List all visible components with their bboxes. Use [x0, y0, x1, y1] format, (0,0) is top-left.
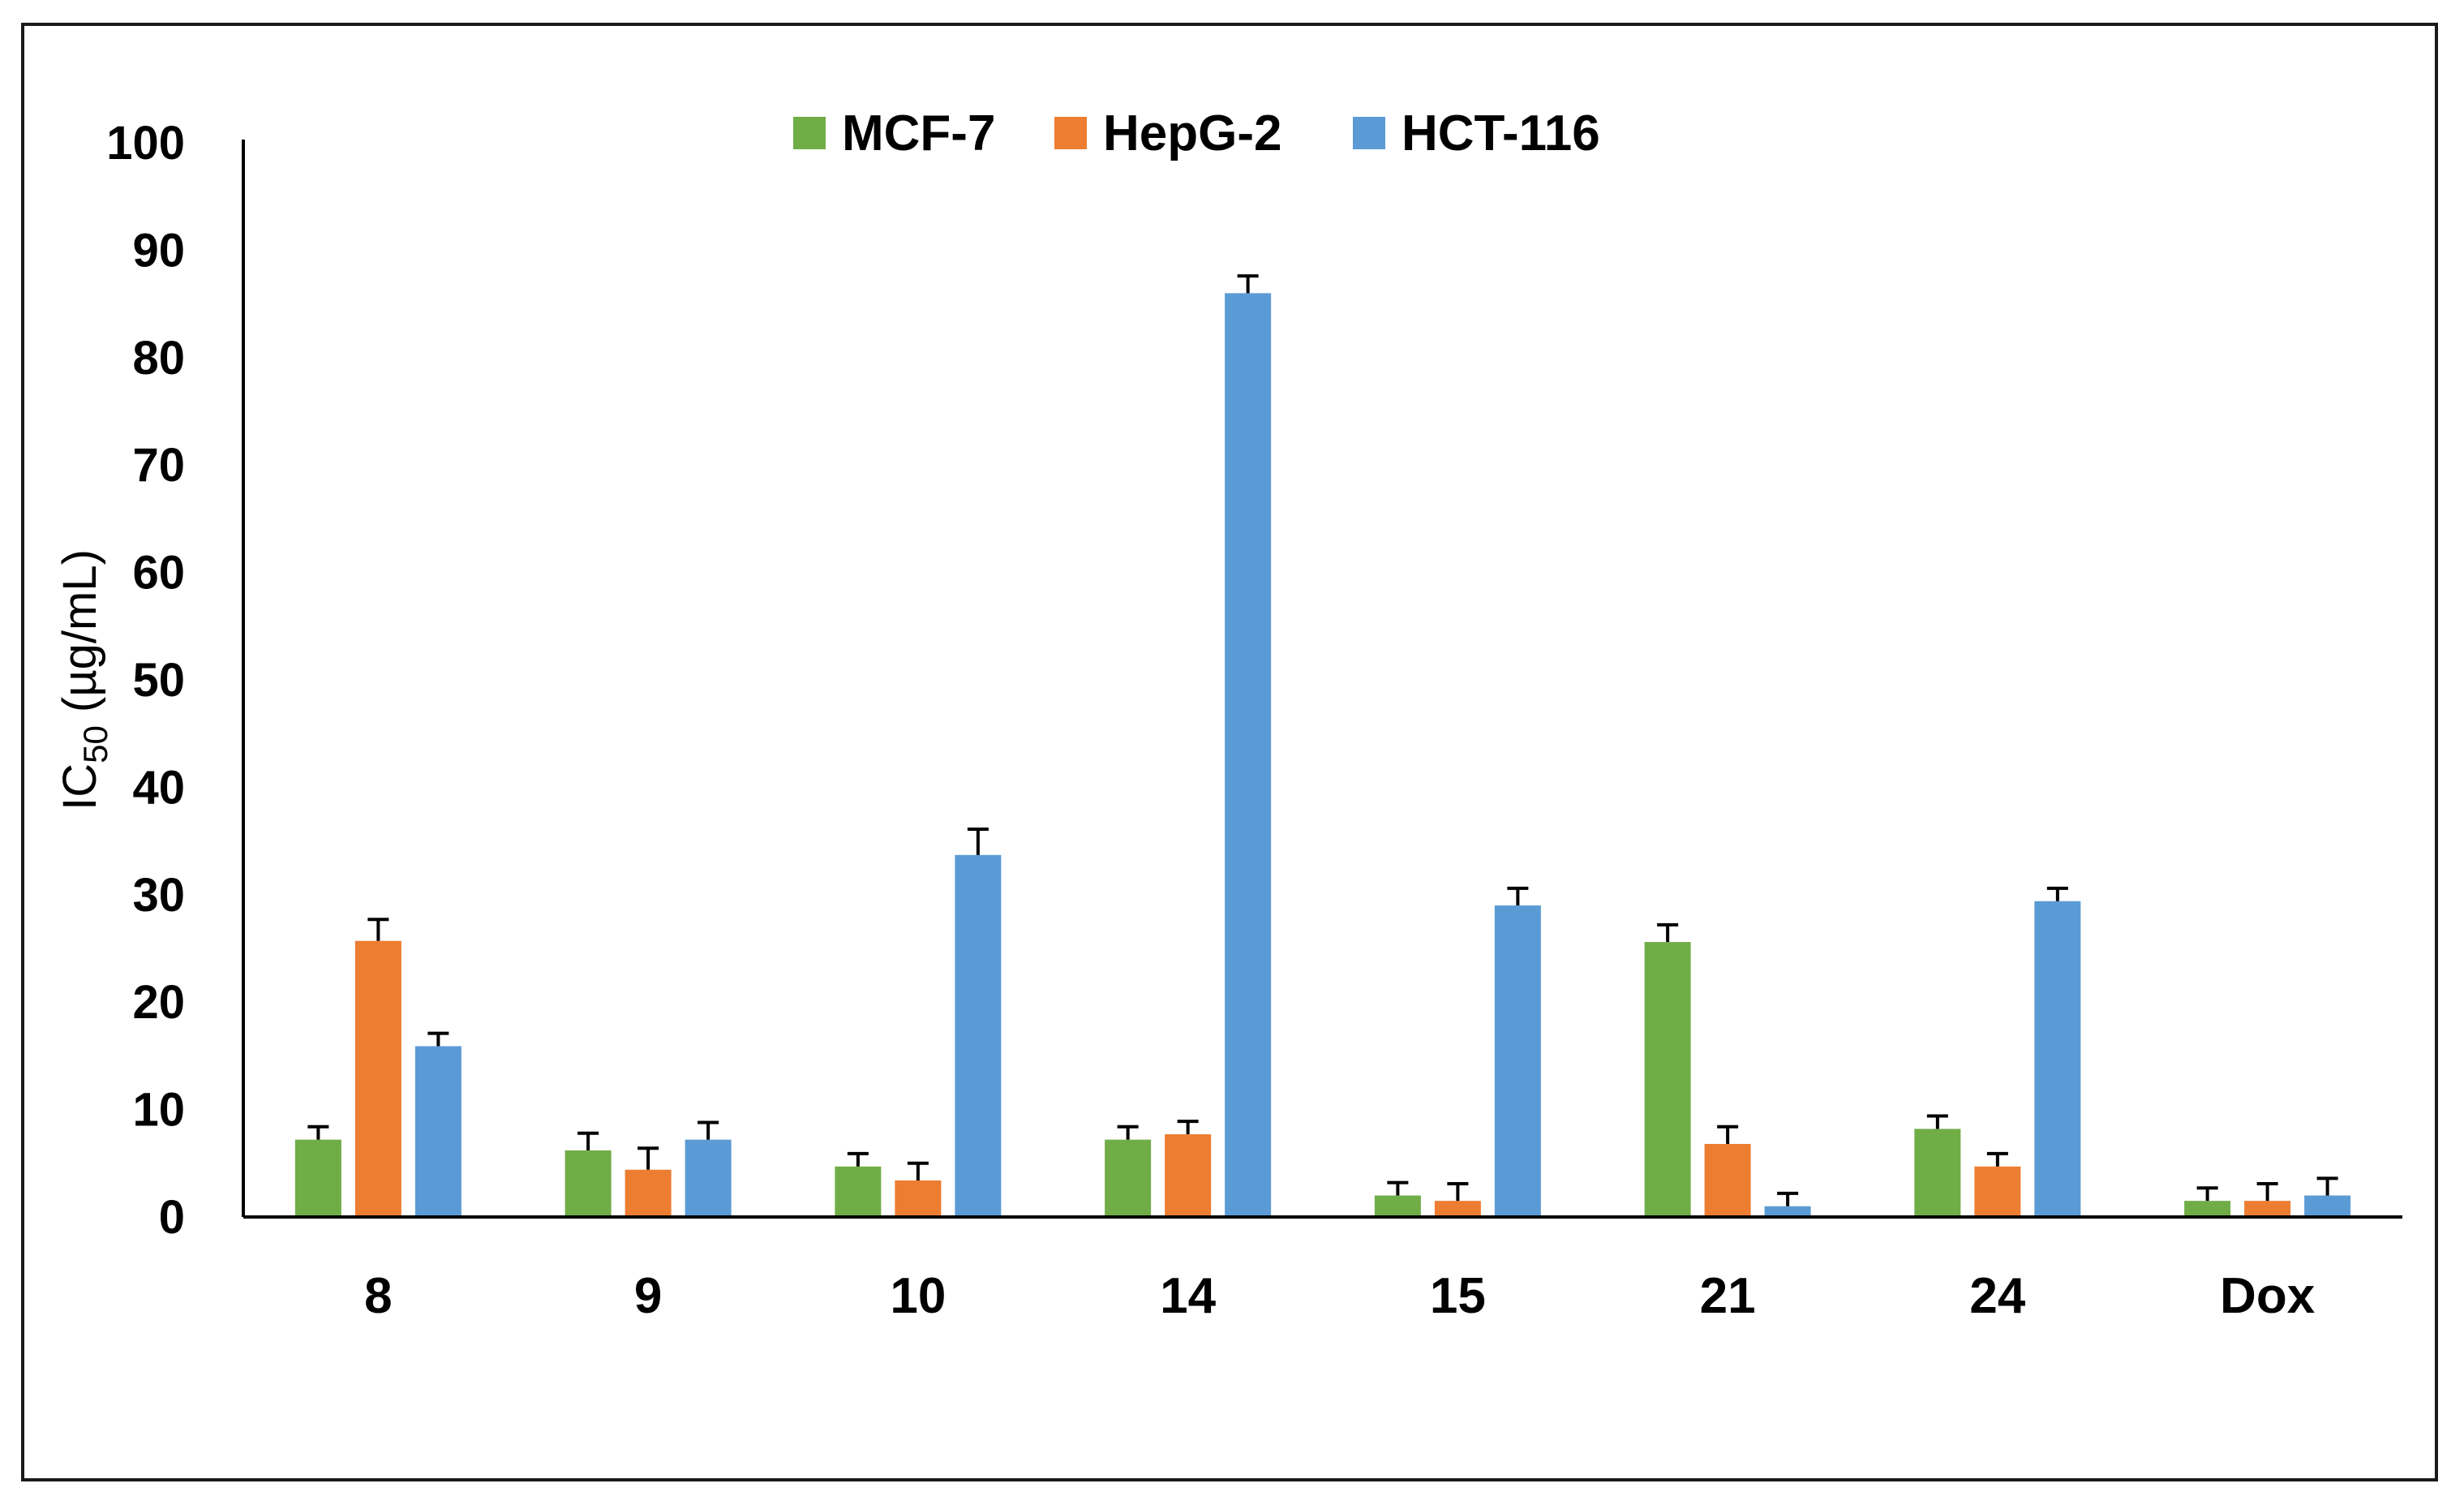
x-tick-label: 8 — [364, 1268, 392, 1324]
bar-mcf-7-9 — [564, 1150, 612, 1217]
y-axis-label: IC50 (µg/mL) — [54, 549, 114, 811]
y-tick-label: 70 — [132, 439, 185, 492]
bar-mcf-7-10 — [835, 1166, 882, 1217]
y-tick-label: 30 — [132, 869, 185, 922]
bar-hct-116-8 — [414, 1046, 461, 1217]
error-bars — [307, 274, 2338, 1206]
bar-mcf-7-14 — [1105, 1139, 1152, 1217]
y-tick-label: 40 — [132, 761, 185, 814]
y-tick-label: 20 — [132, 976, 185, 1029]
x-tick-label: 9 — [634, 1268, 662, 1324]
bar-mcf-7-8 — [294, 1139, 341, 1217]
y-axis-title: IC50 (µg/mL) — [54, 549, 114, 811]
x-tick-label: Dox — [2220, 1268, 2316, 1324]
axes — [242, 140, 2402, 1219]
y-tick-label: 0 — [159, 1191, 185, 1244]
bar-mcf-7-dox — [2184, 1201, 2231, 1217]
bar-hct-116-10 — [955, 854, 1002, 1217]
y-axis-title-sub: 50 — [76, 725, 114, 763]
y-axis-ticks: 0 10 20 30 40 50 60 70 80 90 100 — [106, 117, 185, 1244]
bar-hepg-2-dox — [2244, 1201, 2291, 1217]
bar-hepg-2-9 — [625, 1169, 672, 1217]
bar-hct-116-14 — [1225, 293, 1272, 1217]
y-axis-title-main: IC — [54, 763, 106, 811]
bar-hct-116-21 — [1764, 1206, 1811, 1217]
bar-hct-116-9 — [685, 1139, 732, 1217]
legend-label-hepg-2: HepG-2 — [1103, 105, 1281, 161]
y-tick-label: 10 — [132, 1084, 185, 1137]
bar-mcf-7-21 — [1644, 942, 1691, 1217]
legend-swatch-hepg-2 — [1054, 117, 1087, 149]
bars — [294, 293, 2351, 1217]
bar-hepg-2-15 — [1434, 1201, 1481, 1217]
bar-hepg-2-10 — [895, 1180, 942, 1217]
legend-label-mcf-7: MCF-7 — [842, 105, 995, 161]
bar-hct-116-dox — [2304, 1195, 2351, 1217]
legend: MCF-7 HepG-2 HCT-116 — [793, 105, 1600, 161]
legend-swatch-hct-116 — [1353, 117, 1385, 149]
bar-hepg-2-24 — [1974, 1166, 2021, 1217]
y-tick-label: 50 — [132, 654, 185, 707]
y-axis-title-units: (µg/mL) — [54, 549, 106, 725]
x-tick-label: 14 — [1160, 1268, 1216, 1324]
bar-hepg-2-21 — [1704, 1143, 1751, 1217]
x-axis-labels: 8 9 10 14 15 21 24 Dox — [364, 1268, 2316, 1324]
x-tick-label: 10 — [890, 1268, 946, 1324]
y-tick-label: 80 — [132, 332, 185, 385]
y-tick-label: 100 — [106, 117, 185, 170]
legend-label-hct-116: HCT-116 — [1402, 105, 1600, 161]
bar-hepg-2-8 — [354, 940, 401, 1217]
legend-swatch-mcf-7 — [793, 117, 826, 149]
x-tick-label: 15 — [1430, 1268, 1486, 1324]
bar-mcf-7-24 — [1914, 1129, 1961, 1217]
bar-mcf-7-15 — [1374, 1195, 1421, 1217]
y-tick-label: 60 — [132, 547, 185, 600]
bar-hct-116-15 — [1494, 905, 1541, 1217]
bar-hepg-2-14 — [1165, 1134, 1212, 1217]
x-tick-label: 21 — [1700, 1268, 1756, 1324]
y-tick-label: 90 — [132, 224, 185, 277]
bar-hct-116-24 — [2034, 901, 2081, 1217]
x-tick-label: 24 — [1969, 1268, 2025, 1324]
